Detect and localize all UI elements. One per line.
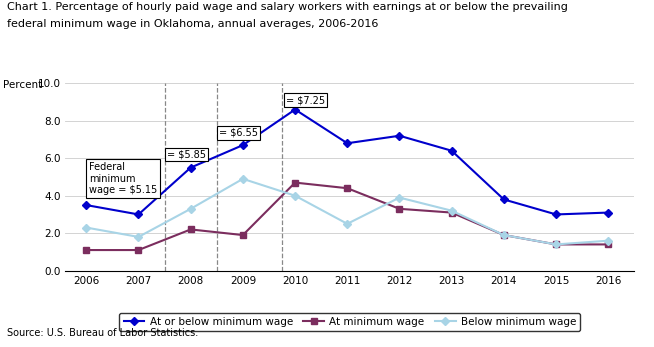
Legend: At or below minimum wage, At minimum wage, Below minimum wage: At or below minimum wage, At minimum wag…: [120, 313, 580, 331]
At minimum wage: [187, 227, 195, 231]
Below minimum wage: [82, 226, 90, 230]
Line: At minimum wage: At minimum wage: [84, 180, 611, 253]
Below minimum wage: [343, 222, 351, 226]
At or below minimum wage: [552, 212, 560, 217]
At minimum wage: [82, 248, 90, 252]
Line: At or below minimum wage: At or below minimum wage: [84, 107, 611, 217]
Below minimum wage: [291, 194, 299, 198]
Below minimum wage: [604, 239, 612, 243]
At minimum wage: [500, 233, 508, 237]
At or below minimum wage: [291, 108, 299, 112]
At or below minimum wage: [343, 141, 351, 145]
Below minimum wage: [500, 233, 508, 237]
At minimum wage: [396, 207, 404, 211]
At or below minimum wage: [82, 203, 90, 207]
At or below minimum wage: [448, 149, 456, 153]
At or below minimum wage: [187, 166, 195, 170]
Below minimum wage: [552, 242, 560, 246]
At minimum wage: [291, 180, 299, 185]
Text: Source: U.S. Bureau of Labor Statistics.: Source: U.S. Bureau of Labor Statistics.: [7, 328, 198, 338]
Below minimum wage: [396, 195, 404, 200]
Text: = $5.85: = $5.85: [167, 150, 206, 160]
At or below minimum wage: [500, 197, 508, 202]
At minimum wage: [239, 233, 247, 237]
Text: Chart 1. Percentage of hourly paid wage and salary workers with earnings at or b: Chart 1. Percentage of hourly paid wage …: [7, 2, 568, 12]
Text: Federal
minimum
wage = $5.15: Federal minimum wage = $5.15: [89, 162, 157, 195]
Text: = $6.55: = $6.55: [219, 128, 258, 138]
Line: Below minimum wage: Below minimum wage: [84, 176, 611, 247]
Text: federal minimum wage in Oklahoma, annual averages, 2006-2016: federal minimum wage in Oklahoma, annual…: [7, 19, 378, 29]
At or below minimum wage: [604, 211, 612, 215]
Text: = $7.25: = $7.25: [286, 95, 325, 105]
Text: Percent: Percent: [3, 80, 43, 90]
At minimum wage: [552, 242, 560, 246]
At or below minimum wage: [239, 143, 247, 147]
Below minimum wage: [135, 235, 143, 239]
Below minimum wage: [448, 209, 456, 213]
At minimum wage: [135, 248, 143, 252]
At or below minimum wage: [135, 212, 143, 217]
At minimum wage: [448, 211, 456, 215]
Below minimum wage: [187, 207, 195, 211]
At minimum wage: [343, 186, 351, 190]
At minimum wage: [604, 242, 612, 246]
Below minimum wage: [239, 177, 247, 181]
At or below minimum wage: [396, 134, 404, 138]
